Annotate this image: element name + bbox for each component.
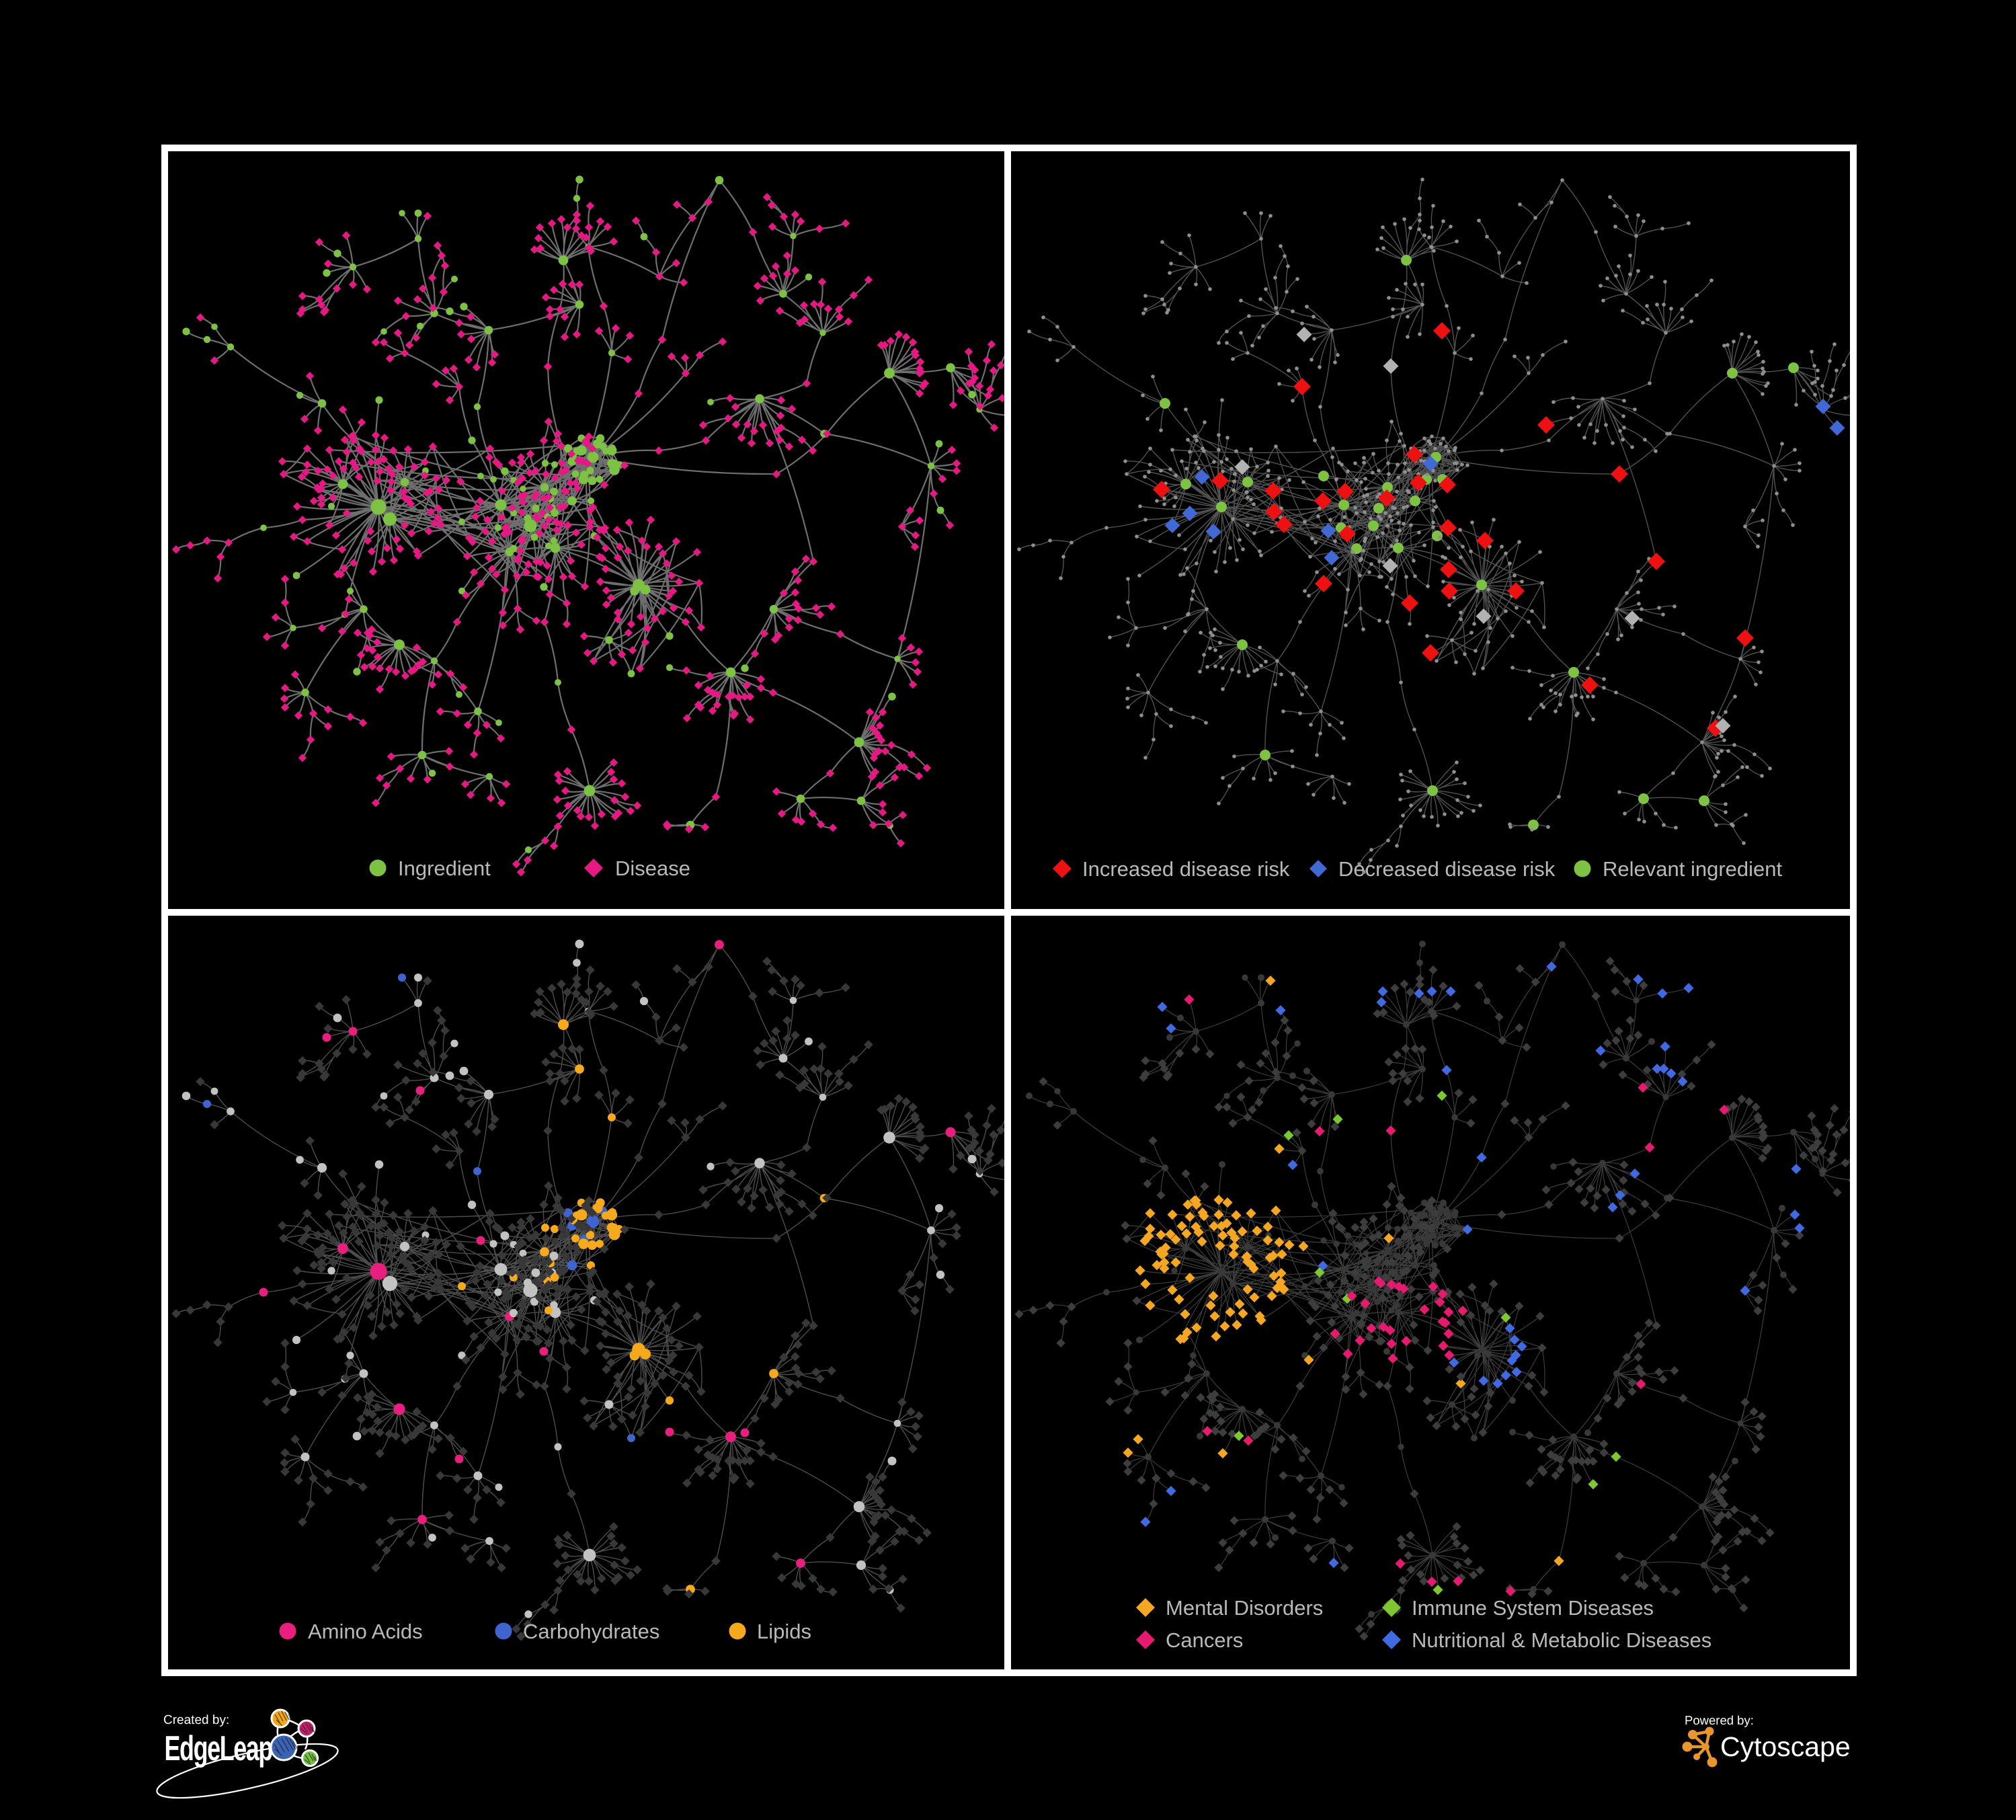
svg-text:Mental Disorders: Mental Disorders: [1166, 1596, 1323, 1620]
svg-text:Decreased disease risk: Decreased disease risk: [1338, 857, 1556, 881]
svg-text:Relevant ingredient: Relevant ingredient: [1603, 857, 1783, 881]
svg-text:Ingredient: Ingredient: [398, 857, 491, 880]
svg-text:Lipids: Lipids: [757, 1620, 811, 1643]
svg-text:Disease: Disease: [615, 857, 690, 880]
svg-text:Amino Acids: Amino Acids: [308, 1620, 423, 1643]
svg-text:Created by:: Created by:: [163, 1713, 229, 1727]
svg-text:Carbohydrates: Carbohydrates: [523, 1620, 659, 1643]
svg-text:Cancers: Cancers: [1166, 1628, 1243, 1652]
svg-text:EdgeLeap: EdgeLeap: [164, 1729, 272, 1768]
svg-text:Increased disease risk: Increased disease risk: [1082, 857, 1290, 881]
svg-text:Immune System Diseases: Immune System Diseases: [1412, 1596, 1654, 1620]
svg-text:Nutritional & Metabolic Diseas: Nutritional & Metabolic Diseases: [1412, 1628, 1711, 1652]
svg-text:Powered by:: Powered by:: [1685, 1713, 1754, 1727]
svg-text:Cytoscape: Cytoscape: [1720, 1731, 1851, 1762]
